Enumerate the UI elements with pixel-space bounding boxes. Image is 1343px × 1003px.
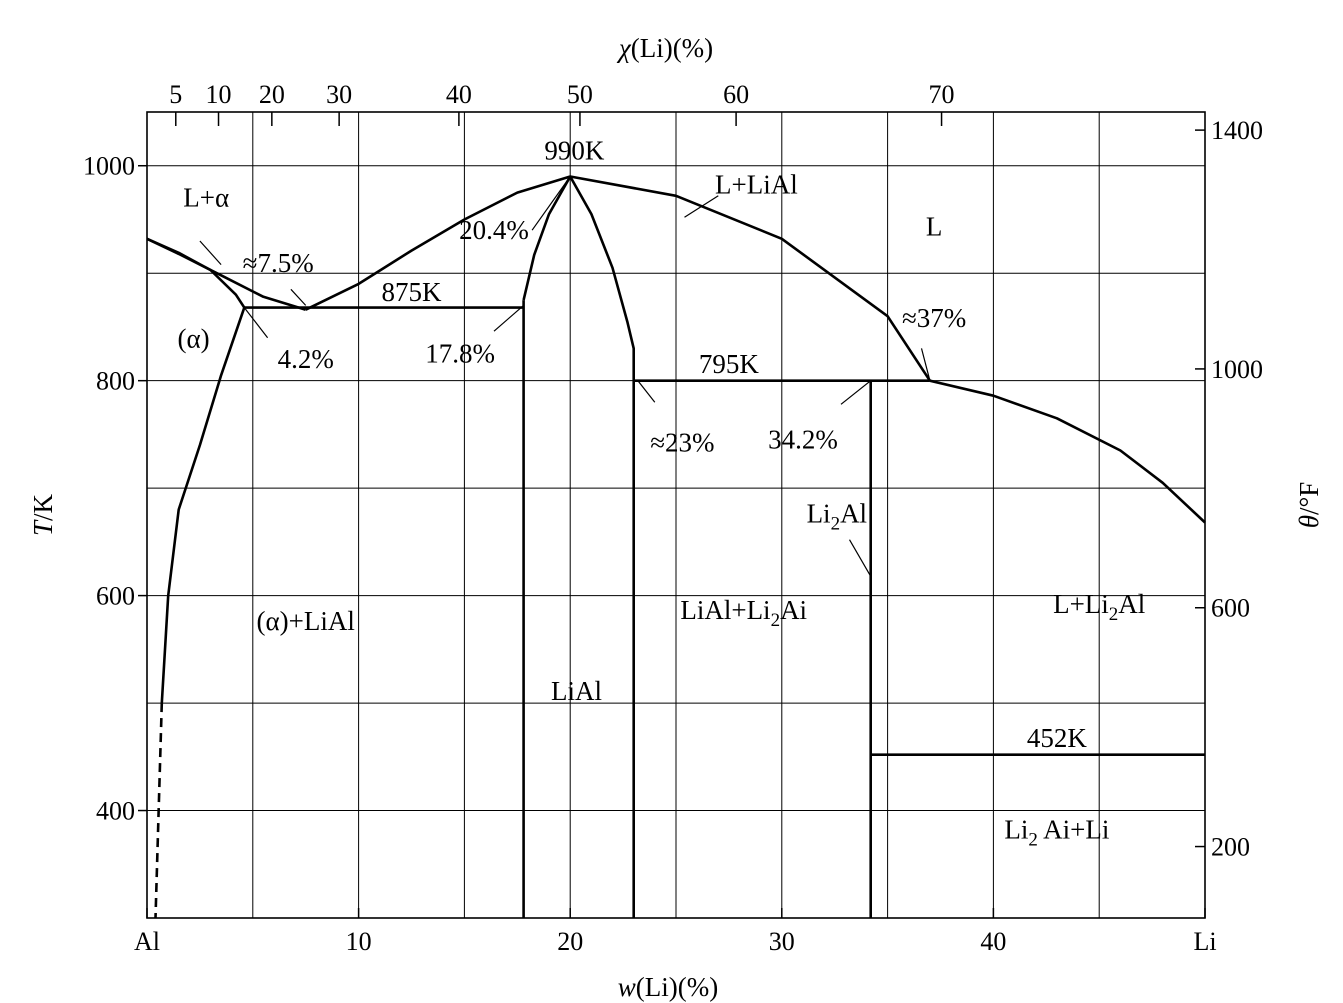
bottom-tick-label: Li (1193, 927, 1216, 956)
top-tick-label: 10 (206, 80, 232, 109)
left-tick-label: 400 (96, 797, 135, 826)
label-37: ≈37% (902, 303, 966, 333)
label-alpha-lial: (α)+LiAl (257, 606, 355, 636)
right-tick-label: 1400 (1211, 116, 1263, 145)
lial-left-boundary (522, 175, 572, 301)
label-34-2: 34.2% (768, 424, 838, 454)
right-axis-label: θ/°F (1294, 482, 1324, 529)
label-795k: 795K (699, 349, 760, 379)
liquidus-lial-left (305, 175, 571, 311)
label-lial-li2ai: LiAl+Li2Ai (680, 595, 807, 631)
lial-right-boundary (569, 175, 635, 918)
bottom-axis-label: w(Li)(%) (618, 972, 718, 1002)
top-tick-label: 20 (259, 80, 285, 109)
label-l-alpha: L+α (183, 183, 229, 213)
right-tick-label: 200 (1211, 833, 1250, 862)
leader-lines (199, 176, 931, 577)
phase-boundaries (146, 175, 1206, 919)
leader-l-lial (684, 195, 719, 218)
solvus-al (160, 307, 246, 704)
left-axis-label: T/K (28, 493, 58, 536)
label-17-8: 17.8% (425, 338, 495, 368)
top-tick-label: 50 (567, 80, 593, 109)
label-452k: 452K (1027, 723, 1088, 753)
label-l-li2al: L+Li2Al (1053, 589, 1145, 625)
label-lial: LiAl (551, 676, 602, 706)
label-l: L (926, 212, 943, 242)
label-alpha: (α) (177, 323, 209, 353)
top-tick-label: 5 (169, 80, 182, 109)
label-990k: 990K (544, 135, 605, 165)
right-tick-label: 1000 (1211, 355, 1263, 384)
label-li2ai-li: Li2 Ai+Li (1004, 814, 1109, 850)
bottom-tick-label: 20 (557, 927, 583, 956)
top-tick-label: 30 (326, 80, 352, 109)
left-tick-label: 800 (96, 367, 135, 396)
label-7-5: ≈7.5% (243, 248, 314, 278)
leader-20-4 (531, 176, 571, 231)
label-4-2: 4.2% (278, 344, 334, 374)
leader-li2al (848, 539, 872, 577)
plot-frame (146, 111, 1206, 919)
top-tick-label: 70 (929, 80, 955, 109)
label-l-lial: L+LiAl (715, 170, 798, 200)
label-875k: 875K (382, 277, 443, 307)
solidus-al (146, 237, 246, 309)
label-23: ≈23% (650, 428, 714, 458)
right-tick-label: 600 (1211, 594, 1250, 623)
leader-37 (920, 348, 931, 381)
bottom-tick-label: 30 (769, 927, 795, 956)
leader-l-alpha (199, 240, 222, 266)
left-tick-label: 1000 (83, 152, 135, 181)
bottom-tick-label: Al (134, 927, 160, 956)
liquidus-lial-right (569, 175, 931, 382)
leader-17-8 (493, 304, 524, 332)
top-tick-label: 60 (723, 80, 749, 109)
leader-7-5 (290, 288, 307, 306)
grid (147, 112, 1205, 918)
bottom-tick-label: 10 (346, 927, 372, 956)
leader-34-2 (840, 380, 872, 405)
leader-23 (637, 380, 656, 403)
leader-4-2 (243, 307, 269, 339)
liquidus-li2al (929, 379, 1206, 524)
bottom-tick-label: 40 (980, 927, 1006, 956)
top-axis-label: χ(Li)(%) (616, 33, 713, 63)
label-li2al: Li2Al (807, 499, 868, 535)
top-tick-label: 40 (446, 80, 472, 109)
left-tick-label: 600 (96, 582, 135, 611)
label-20-4: 20.4% (459, 215, 529, 245)
solvus-al-dashed (154, 703, 164, 919)
